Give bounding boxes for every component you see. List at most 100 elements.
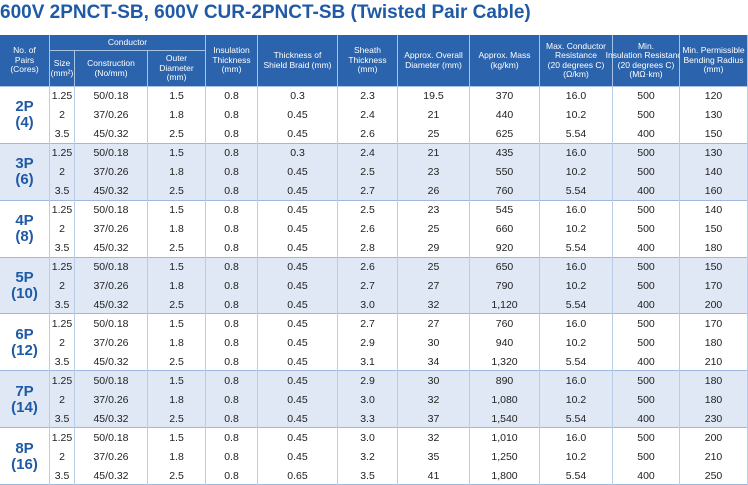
table-cell: 2.9 bbox=[338, 371, 398, 391]
table-cell: 5.54 bbox=[540, 466, 613, 485]
table-cell: 130 bbox=[680, 143, 748, 163]
table-cell: 45/0.32 bbox=[75, 124, 148, 144]
table-cell: 200 bbox=[680, 428, 748, 448]
table-cell: 1.8 bbox=[148, 219, 206, 239]
table-cell: 890 bbox=[470, 371, 540, 391]
header-text: Min. Permissible bbox=[682, 45, 745, 56]
table-cell: 3.0 bbox=[338, 390, 398, 410]
table-cell: 0.45 bbox=[258, 105, 338, 125]
table-cell: 3.5 bbox=[50, 352, 75, 372]
table-cell: 16.0 bbox=[540, 257, 613, 277]
table-cell: 0.8 bbox=[206, 314, 258, 334]
table-cell: 0.8 bbox=[206, 257, 258, 277]
table-cell: 0.45 bbox=[258, 124, 338, 144]
table-cell: 500 bbox=[613, 371, 680, 391]
row-band bbox=[0, 143, 748, 201]
table-cell: 1,320 bbox=[470, 352, 540, 372]
table-cell: 10.2 bbox=[540, 390, 613, 410]
table-cell: 0.3 bbox=[258, 143, 338, 163]
table-cell: 545 bbox=[470, 200, 540, 220]
table-cell: 2 bbox=[50, 390, 75, 410]
table-cell: 400 bbox=[613, 409, 680, 429]
table-cell: 1,010 bbox=[470, 428, 540, 448]
table-cell: 5.54 bbox=[540, 295, 613, 315]
table-cell: 0.8 bbox=[206, 87, 258, 106]
table-cell: 0.8 bbox=[206, 333, 258, 353]
table-cell: 50/0.18 bbox=[75, 371, 148, 391]
table-cell: 0.8 bbox=[206, 124, 258, 144]
table-cell: 0.45 bbox=[258, 162, 338, 182]
table-cell: 50/0.18 bbox=[75, 428, 148, 448]
group-cell: 7P (14) bbox=[0, 371, 50, 429]
table-cell: 130 bbox=[680, 105, 748, 125]
table-cell: 370 bbox=[470, 87, 540, 106]
table-cell: 140 bbox=[680, 200, 748, 220]
table-cell: 500 bbox=[613, 276, 680, 296]
table-cell: 2 bbox=[50, 447, 75, 467]
table-cell: 3.5 bbox=[50, 238, 75, 258]
table-cell: 19.5 bbox=[398, 87, 470, 106]
table-cell: 550 bbox=[470, 162, 540, 182]
table-cell: 3.5 bbox=[50, 124, 75, 144]
table-cell: 0.45 bbox=[258, 219, 338, 239]
row-band bbox=[0, 257, 748, 315]
table-cell: 0.8 bbox=[206, 352, 258, 372]
table-cell: 1.5 bbox=[148, 200, 206, 220]
table-cell: 16.0 bbox=[540, 428, 613, 448]
table-cell: 10.2 bbox=[540, 276, 613, 296]
header-text: Diameter (mm) bbox=[405, 59, 462, 70]
table-cell: 500 bbox=[613, 105, 680, 125]
table-cell: 180 bbox=[680, 333, 748, 353]
table-cell: 1.8 bbox=[148, 105, 206, 125]
table-cell: 25 bbox=[398, 257, 470, 277]
table-cell: 3.0 bbox=[338, 428, 398, 448]
group-cell: 8P (16) bbox=[0, 428, 50, 485]
table-cell: 0.45 bbox=[258, 333, 338, 353]
table-cell: 32 bbox=[398, 428, 470, 448]
table-cell: 45/0.32 bbox=[75, 238, 148, 258]
table-cell: 3.5 bbox=[338, 466, 398, 485]
table-cell: 1.25 bbox=[50, 200, 75, 220]
group-cell: 5P (10) bbox=[0, 257, 50, 315]
table-cell: 0.45 bbox=[258, 371, 338, 391]
table-cell: 500 bbox=[613, 87, 680, 106]
table-cell: 2.5 bbox=[148, 409, 206, 429]
table-cell: 50/0.18 bbox=[75, 257, 148, 277]
header-cell: Conductor bbox=[50, 35, 206, 51]
header-text: (MΩ·km) bbox=[629, 69, 663, 79]
table-cell: 21 bbox=[398, 143, 470, 163]
table-cell: 0.8 bbox=[206, 219, 258, 239]
header-cell: Min. Insulation Resistance (20 degrees C)(… bbox=[606, 35, 686, 87]
table-cell: 23 bbox=[398, 162, 470, 182]
header-text: Approx. Mass bbox=[478, 50, 531, 60]
table-cell: 0.8 bbox=[206, 466, 258, 485]
header-text: (mm) bbox=[221, 64, 242, 75]
table-cell: 440 bbox=[470, 105, 540, 125]
table-cell: 1,250 bbox=[470, 447, 540, 467]
table-cell: 400 bbox=[613, 124, 680, 144]
table-cell: 650 bbox=[470, 257, 540, 277]
table-cell: 0.45 bbox=[258, 238, 338, 258]
table-cell: 760 bbox=[470, 314, 540, 334]
table-cell: 2.5 bbox=[148, 295, 206, 315]
header-text: (Ω/km) bbox=[563, 69, 589, 79]
table-cell: 27 bbox=[398, 314, 470, 334]
cores-label: (14) bbox=[11, 398, 38, 416]
table-cell: 1.5 bbox=[148, 428, 206, 448]
table-cell: 140 bbox=[680, 162, 748, 182]
table-cell: 26 bbox=[398, 181, 470, 201]
table-cell: 2 bbox=[50, 162, 75, 182]
table-cell: 150 bbox=[680, 219, 748, 239]
table-cell: 2.8 bbox=[338, 238, 398, 258]
table-cell: 25 bbox=[398, 124, 470, 144]
table-cell: 790 bbox=[470, 276, 540, 296]
table-cell: 920 bbox=[470, 238, 540, 258]
table-cell: 500 bbox=[613, 200, 680, 220]
group-cell: 2P (4) bbox=[0, 87, 50, 144]
header-text: Approx. Overall bbox=[404, 50, 463, 60]
header-cell: Size (mm²) bbox=[50, 51, 75, 87]
table-cell: 0.8 bbox=[206, 390, 258, 410]
header-text: (kg/km) bbox=[490, 59, 519, 70]
table-cell: 400 bbox=[613, 295, 680, 315]
table-cell: 760 bbox=[470, 181, 540, 201]
